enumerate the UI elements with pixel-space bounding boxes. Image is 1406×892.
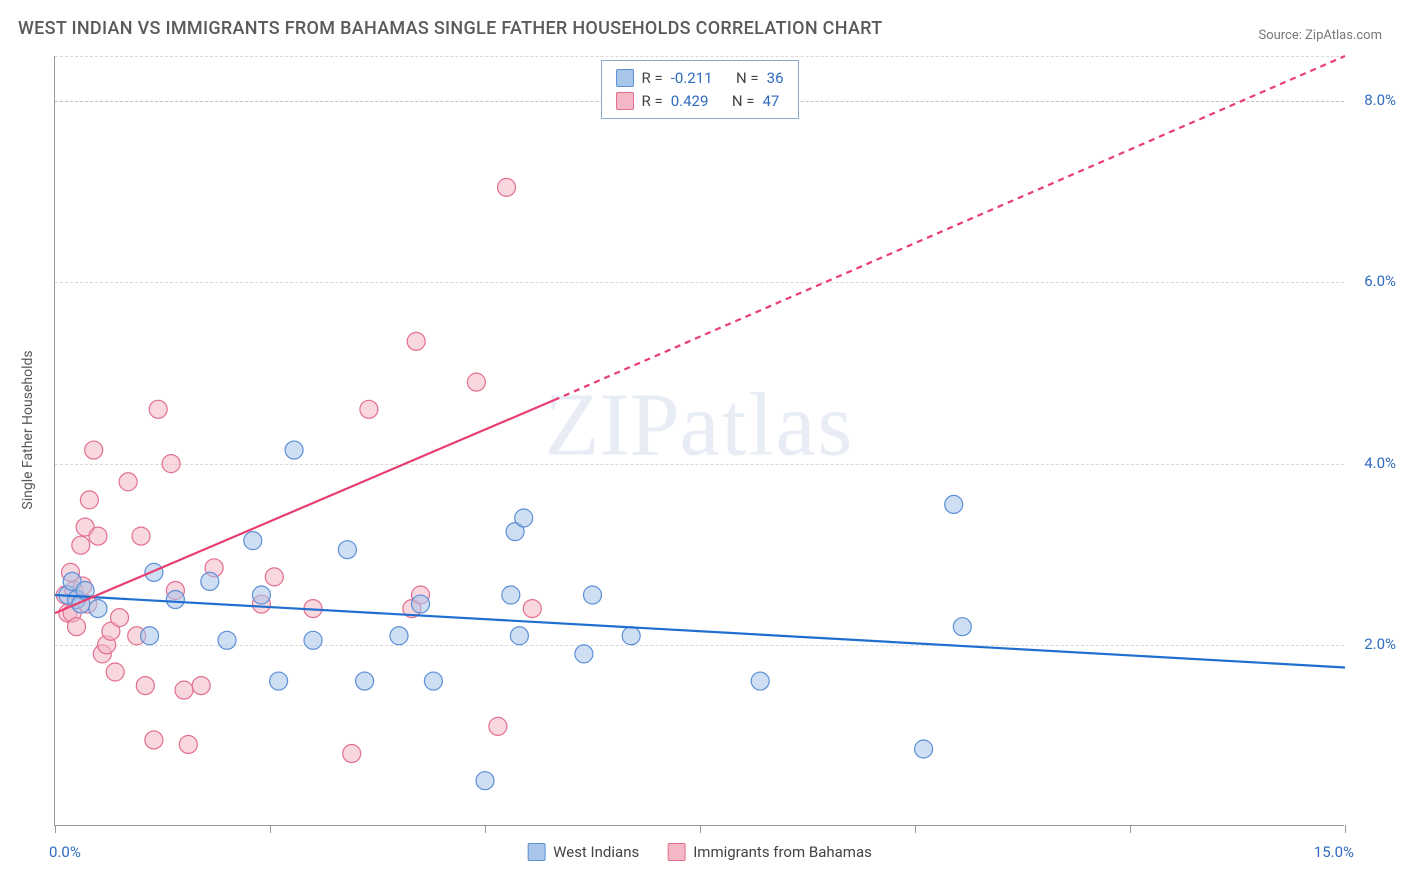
scatter-point xyxy=(141,627,159,645)
scatter-point xyxy=(89,527,107,545)
scatter-point xyxy=(145,731,163,749)
scatter-point xyxy=(356,672,374,690)
bottom-legend-item-0: West Indians xyxy=(527,843,639,861)
scatter-point xyxy=(502,586,520,604)
scatter-point xyxy=(412,595,430,613)
scatter-point xyxy=(149,400,167,418)
scatter-point xyxy=(192,677,210,695)
bottom-swatch-1 xyxy=(667,843,685,861)
scatter-point xyxy=(360,400,378,418)
plot-area: ZIPatlas 2.0%4.0%6.0%8.0% 0.0% 15.0% R =… xyxy=(54,56,1344,826)
bottom-legend-label-1: Immigrants from Bahamas xyxy=(693,843,872,861)
scatter-point xyxy=(476,772,494,790)
scatter-point xyxy=(175,681,193,699)
bottom-legend-label-0: West Indians xyxy=(553,843,639,861)
scatter-point xyxy=(166,591,184,609)
scatter-point xyxy=(252,586,270,604)
scatter-point xyxy=(467,373,485,391)
scatter-point xyxy=(523,600,541,618)
y-tick-label: 4.0% xyxy=(1364,454,1396,472)
y-tick-label: 2.0% xyxy=(1364,635,1396,653)
scatter-point xyxy=(489,717,507,735)
scatter-point xyxy=(80,491,98,509)
trend-line xyxy=(554,56,1345,400)
source-credit: Source: ZipAtlas.com xyxy=(1258,28,1382,43)
scatter-point xyxy=(89,600,107,618)
scatter-point xyxy=(915,740,933,758)
x-tick-min: 0.0% xyxy=(49,843,81,861)
bottom-legend-item-1: Immigrants from Bahamas xyxy=(667,843,872,861)
scatter-point xyxy=(945,495,963,513)
scatter-point xyxy=(179,735,197,753)
scatter-point xyxy=(510,627,528,645)
chart-container: WEST INDIAN VS IMMIGRANTS FROM BAHAMAS S… xyxy=(0,0,1406,892)
trend-line xyxy=(55,400,554,613)
trend-line xyxy=(55,595,1345,667)
scatter-point xyxy=(751,672,769,690)
scatter-point xyxy=(265,568,283,586)
scatter-point xyxy=(72,536,90,554)
scatter-point xyxy=(145,563,163,581)
scatter-point xyxy=(575,645,593,663)
scatter-point xyxy=(270,672,288,690)
scatter-point xyxy=(106,663,124,681)
y-tick-label: 8.0% xyxy=(1364,91,1396,109)
scatter-point xyxy=(111,609,129,627)
scatter-point xyxy=(119,473,137,491)
scatter-point xyxy=(424,672,442,690)
x-tick xyxy=(55,825,56,833)
y-tick-label: 6.0% xyxy=(1364,272,1396,290)
y-axis-label: Single Father Households xyxy=(20,350,36,509)
bottom-legend: West Indians Immigrants from Bahamas xyxy=(527,843,872,861)
scatter-point xyxy=(390,627,408,645)
scatter-point xyxy=(218,631,236,649)
scatter-point xyxy=(162,455,180,473)
scatter-point xyxy=(584,586,602,604)
scatter-point xyxy=(304,631,322,649)
x-tick xyxy=(1130,825,1131,833)
scatter-point xyxy=(136,677,154,695)
scatter-point xyxy=(201,572,219,590)
scatter-point xyxy=(244,532,262,550)
x-tick-max: 15.0% xyxy=(1314,843,1354,861)
chart-title: WEST INDIAN VS IMMIGRANTS FROM BAHAMAS S… xyxy=(18,18,882,39)
scatter-point xyxy=(85,441,103,459)
scatter-point xyxy=(515,509,533,527)
scatter-point xyxy=(622,627,640,645)
scatter-point xyxy=(338,541,356,559)
x-tick xyxy=(1345,825,1346,833)
scatter-point xyxy=(407,332,425,350)
x-tick xyxy=(915,825,916,833)
scatter-point xyxy=(285,441,303,459)
scatter-svg xyxy=(55,56,1344,825)
x-tick xyxy=(270,825,271,833)
x-tick xyxy=(700,825,701,833)
bottom-swatch-0 xyxy=(527,843,545,861)
scatter-point xyxy=(343,745,361,763)
scatter-point xyxy=(953,618,971,636)
x-tick xyxy=(485,825,486,833)
scatter-point xyxy=(132,527,150,545)
scatter-point xyxy=(498,178,516,196)
scatter-point xyxy=(68,618,86,636)
